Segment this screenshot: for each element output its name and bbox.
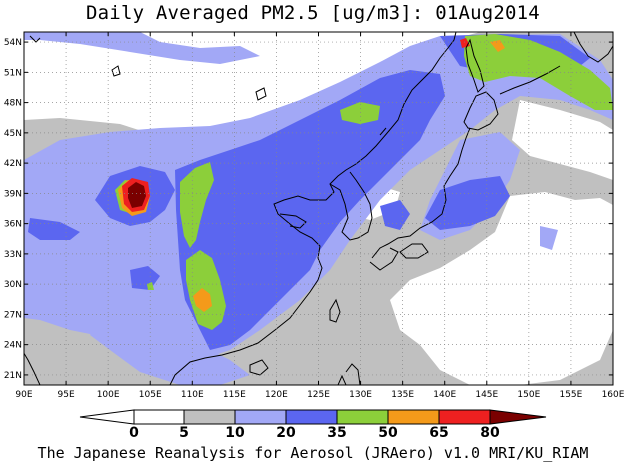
colorbar-swatch	[438, 409, 491, 425]
gridlines	[24, 32, 613, 385]
lon-tick-label: 155E	[559, 390, 582, 400]
lat-tick-label: 39N	[4, 189, 22, 199]
lon-tick-label: 120E	[265, 390, 288, 400]
lon-tick-label: 135E	[391, 390, 414, 400]
lon-tick-label: 140E	[433, 390, 456, 400]
colorbar-swatch	[234, 409, 287, 425]
colorbar-label: 20	[276, 425, 296, 441]
colorbar-label: 65	[429, 425, 448, 441]
colorbar-label: 50	[378, 425, 398, 441]
lat-tick-label: 51N	[4, 68, 22, 78]
colorbar-label: 5	[179, 425, 189, 441]
lon-tick-label: 115E	[223, 390, 246, 400]
lon-tick-label: 100E	[97, 390, 120, 400]
lon-tick-label: 145E	[475, 390, 498, 400]
lon-tick-label: 105E	[139, 390, 162, 400]
colorbar-swatch	[133, 409, 185, 425]
colorbar-label: 0	[129, 425, 139, 441]
pm25-green-region	[115, 34, 613, 330]
colorbar-label: 80	[480, 425, 500, 441]
colorbar: 0 5 10 20 35 50 65 80	[79, 409, 547, 441]
colorbar-max-arrow	[489, 409, 547, 425]
lat-tick-label: 21N	[4, 371, 22, 381]
coastlines	[24, 32, 613, 385]
longitude-axis: 90E 95E 100E 105E 110E 115E 120E 125E 130E 135E 14…	[15, 32, 625, 400]
lat-tick-label: 42N	[4, 159, 22, 169]
lat-tick-label: 30N	[4, 280, 22, 290]
lon-tick-label: 95E	[58, 390, 75, 400]
lat-tick-label: 33N	[4, 250, 22, 260]
lon-tick-label: 125E	[307, 390, 330, 400]
lat-tick-label: 45N	[4, 129, 22, 139]
pm25-clear-regions	[24, 32, 613, 385]
lon-tick-label: 150E	[517, 390, 540, 400]
colorbar-swatch	[387, 409, 440, 425]
lat-tick-label: 24N	[4, 341, 22, 351]
lon-tick-label: 110E	[181, 390, 204, 400]
lat-tick-label: 48N	[4, 99, 22, 109]
lat-tick-label: 36N	[4, 220, 22, 230]
colorbar-label: 10	[225, 425, 245, 441]
latitude-axis: 54N 51N 48N 45N 42N 39N 36N 33N 30N 27N 24N 21N	[4, 38, 613, 381]
lon-tick-label: 130E	[349, 390, 372, 400]
lat-tick-label: 54N	[4, 38, 22, 48]
colorbar-swatch	[183, 409, 236, 425]
map-title: Daily Averaged PM2.5 [ug/m3]: 01Aug2014	[86, 2, 540, 24]
colorbar-swatch	[336, 409, 389, 425]
colorbar-label: 35	[327, 425, 346, 441]
pm25-darkred-region	[128, 182, 146, 208]
colorbar-min-arrow	[79, 409, 135, 425]
lon-tick-label: 160E	[602, 390, 625, 400]
lon-tick-label: 90E	[15, 390, 32, 400]
lat-tick-label: 27N	[4, 310, 22, 320]
colorbar-swatch	[285, 409, 338, 425]
data-credit: The Japanese Reanalysis for Aerosol (JRA…	[37, 444, 589, 462]
